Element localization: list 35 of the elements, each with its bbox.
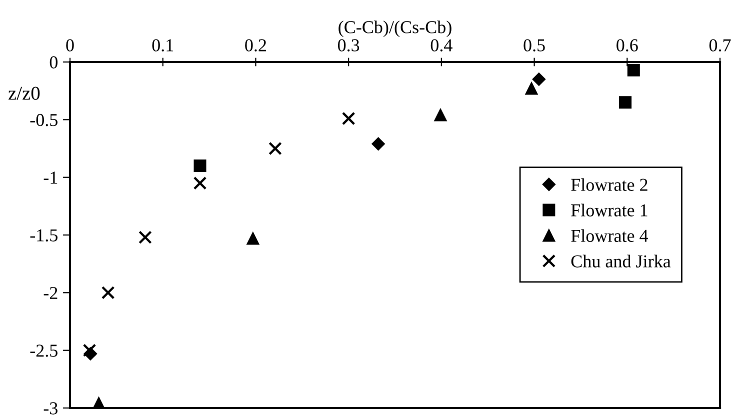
chart-title: (C-Cb)/(Cs-Cb) <box>338 20 452 37</box>
legend-label: Flowrate 1 <box>571 204 648 216</box>
legend-label: Chu and Jirka <box>571 254 671 268</box>
point <box>246 232 260 245</box>
x-tick-label: 0.5 <box>524 39 545 52</box>
legend-label: Flowrate 4 <box>571 229 648 242</box>
point <box>434 108 447 122</box>
x-tick-label: 0.4 <box>430 39 452 52</box>
point <box>138 230 152 244</box>
point <box>627 64 640 76</box>
y-axis-title: z/z0 <box>8 86 40 100</box>
x-tick-label: 0.2 <box>245 39 266 52</box>
y-tick-label: -3 <box>44 402 58 414</box>
y-tick-label: -1.5 <box>30 229 58 242</box>
point <box>193 176 207 190</box>
x-tick-label: 0.6 <box>616 39 638 52</box>
point <box>525 82 538 95</box>
y-tick-label: -1 <box>44 172 58 184</box>
x-tick-label: 0.7 <box>709 39 731 52</box>
point <box>194 160 206 172</box>
point <box>342 112 356 126</box>
y-tick-label: -2 <box>44 286 58 299</box>
y-tick-label: -0.5 <box>30 114 58 126</box>
point <box>82 344 96 357</box>
point <box>532 72 546 86</box>
x-tick-label: 0.1 <box>152 39 174 52</box>
y-tick-label: 0 <box>50 56 58 68</box>
point <box>268 142 282 156</box>
point <box>101 286 115 300</box>
x-tick-label: 0.3 <box>338 39 360 52</box>
y-tick-label: -2.5 <box>30 344 58 357</box>
legend-label: Flowrate 2 <box>571 178 648 191</box>
x-tick-label: 0 <box>66 39 74 52</box>
point <box>372 137 385 150</box>
point <box>619 96 632 109</box>
